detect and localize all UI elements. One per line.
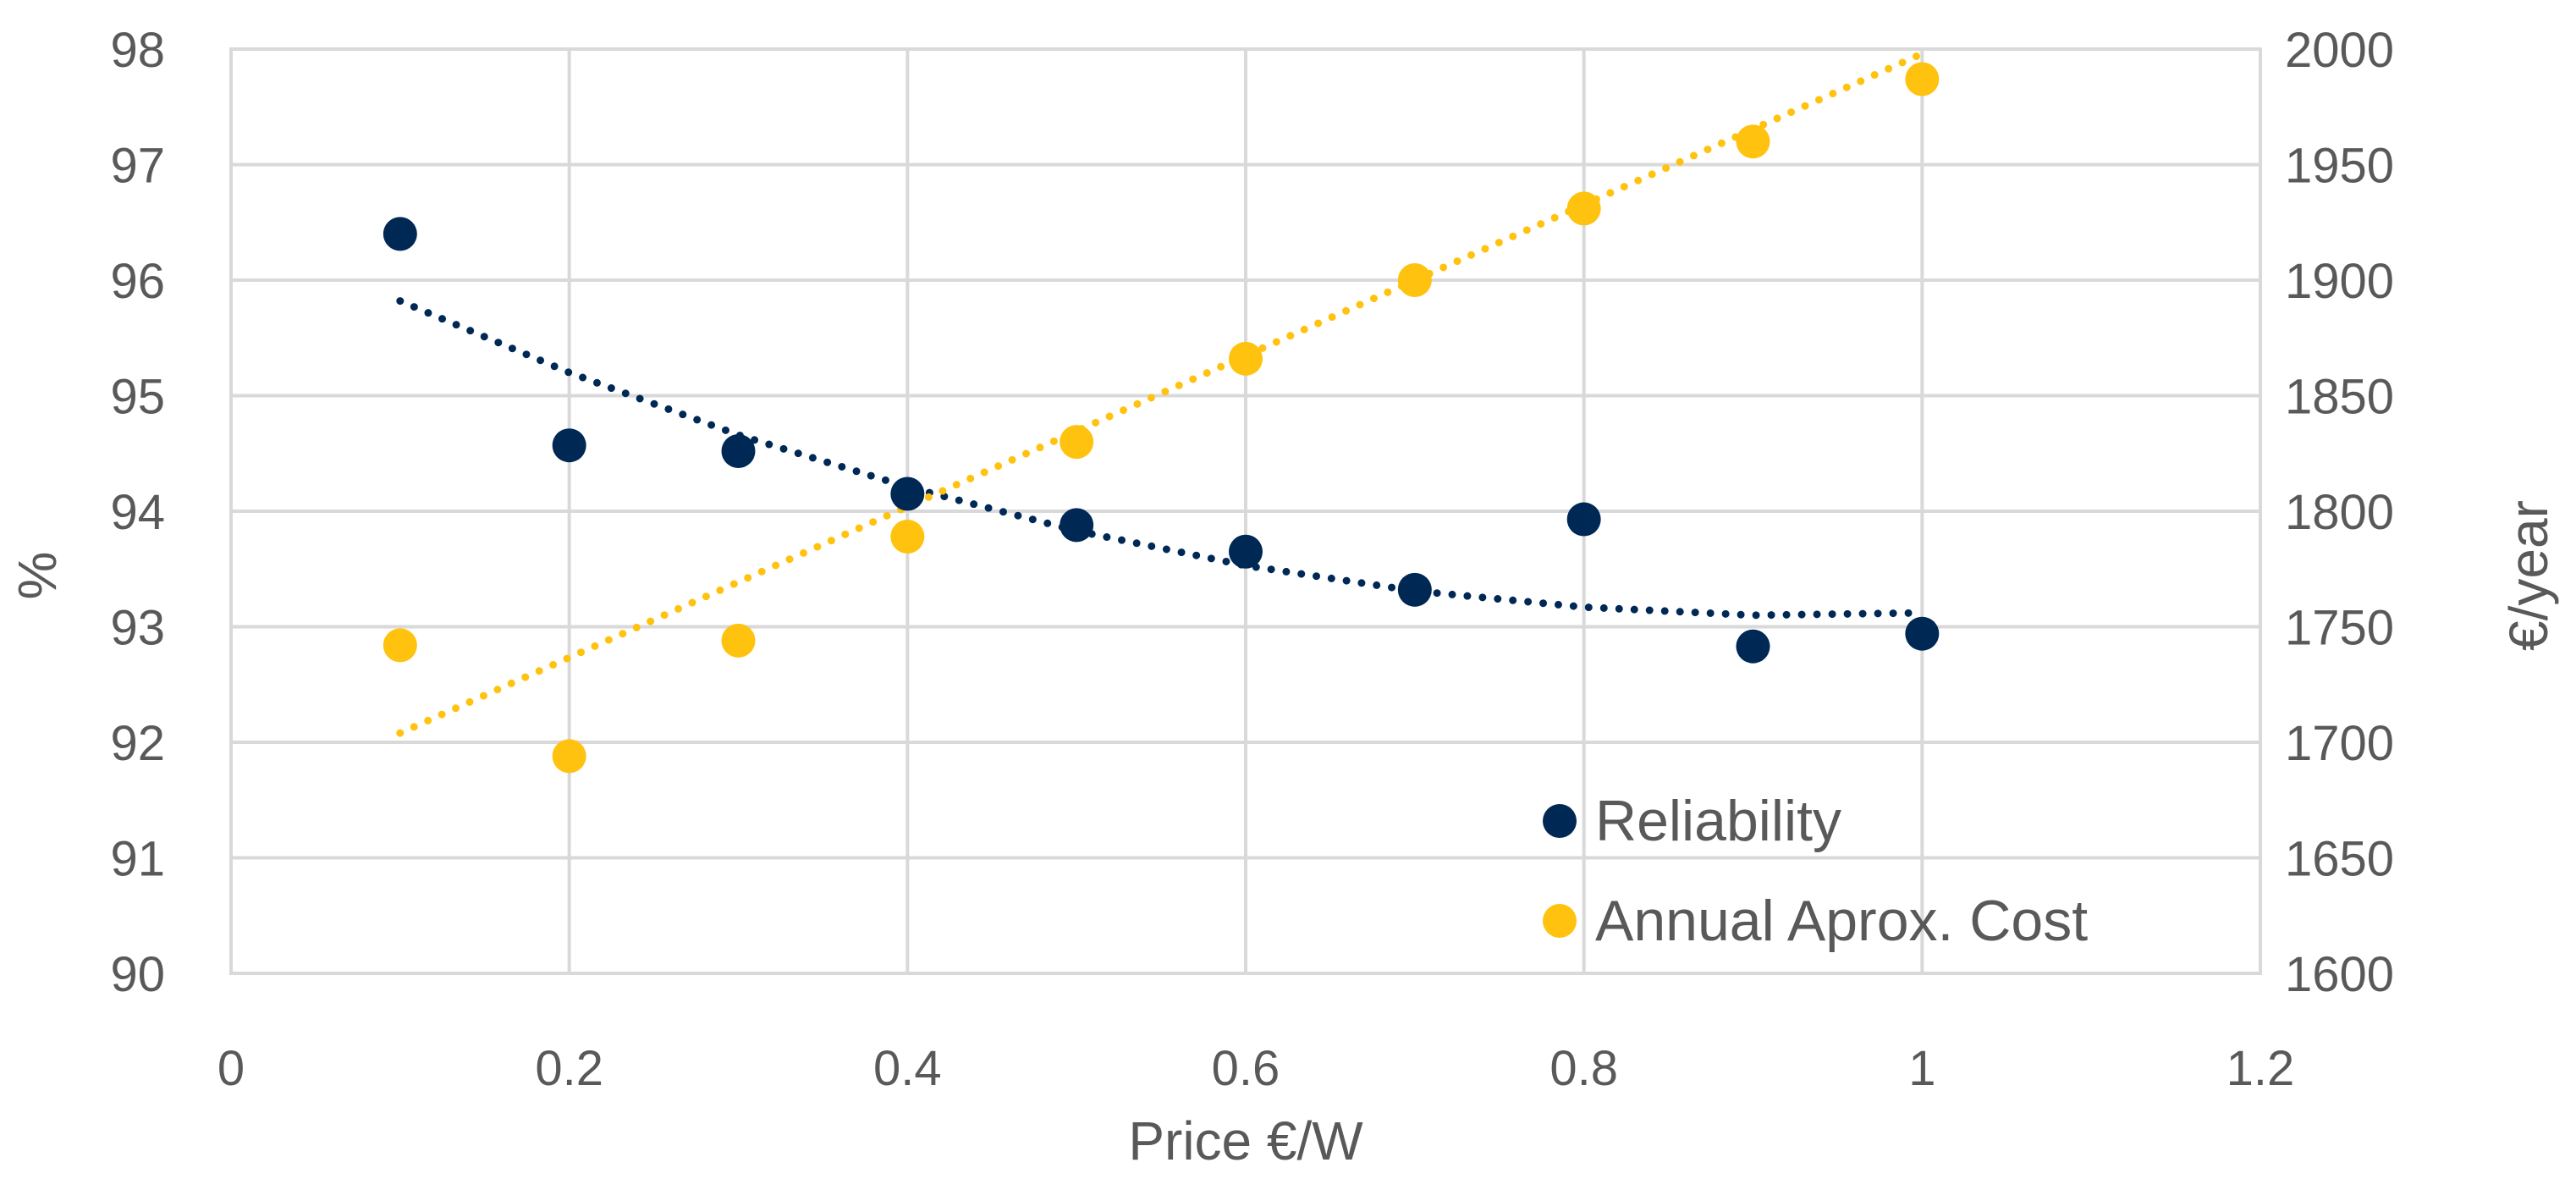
y-axis-ticks: 90 91 92 93 94 95 96 97 98 (110, 23, 165, 1002)
point-reliability-4 (1060, 508, 1094, 543)
y2-tick-label-0: 1600 (2285, 947, 2394, 1002)
y-tick-label-6: 96 (110, 254, 165, 309)
point-annual-aprox-cost-2 (721, 623, 756, 658)
point-reliability-5 (1229, 534, 1263, 569)
trendline-reliability (396, 297, 1926, 620)
y-tick-label-3: 93 (110, 601, 165, 656)
legend-label-reliability: Reliability (1595, 789, 1841, 853)
legend-item-reliability: Reliability (1543, 789, 1841, 853)
trendline-annual-aprox-cost (396, 50, 1926, 737)
legend: Reliability Annual Aprox. Cost (1543, 789, 2088, 953)
x-tick-label-0: 0 (217, 1041, 245, 1096)
point-annual-aprox-cost-8 (1736, 124, 1770, 159)
x-axis-ticks: 0 0.2 0.4 0.6 0.8 1 1.2 (217, 1041, 2294, 1096)
x-tick-label-3: 0.6 (1212, 1041, 1280, 1096)
point-reliability-9 (1905, 616, 1940, 651)
point-reliability-7 (1566, 502, 1601, 537)
y2-tick-label-6: 1900 (2285, 254, 2394, 309)
x-tick-label-6: 1.2 (2226, 1041, 2295, 1096)
y-tick-label-0: 90 (110, 947, 165, 1002)
plot-border (229, 47, 2262, 975)
x-tick-label-1: 0.2 (535, 1041, 603, 1096)
point-annual-aprox-cost-3 (890, 520, 925, 554)
point-annual-aprox-cost-0 (383, 628, 417, 663)
x-tick-label-5: 1 (1908, 1041, 1935, 1096)
point-reliability-3 (890, 477, 925, 511)
point-annual-aprox-cost-6 (1397, 263, 1432, 297)
legend-item-annual-cost: Annual Aprox. Cost (1543, 889, 2088, 953)
y2-tick-label-1: 1650 (2285, 832, 2394, 887)
point-reliability-0 (383, 217, 417, 251)
y2-tick-label-5: 1850 (2285, 370, 2394, 425)
y2-tick-label-7: 1950 (2285, 139, 2394, 194)
x-axis-title: Price €/W (1128, 1110, 1363, 1171)
x-tick-label-4: 0.8 (1549, 1041, 1618, 1096)
y2-tick-label-4: 1800 (2285, 485, 2394, 540)
legend-marker-reliability (1543, 804, 1577, 838)
gridlines (229, 47, 2262, 975)
y-tick-label-2: 92 (110, 716, 165, 771)
y2-tick-label-3: 1750 (2285, 601, 2394, 656)
y2-axis-ticks: 1600 1650 1700 1750 1800 1850 1900 1950 2000 (2285, 23, 2394, 1002)
point-annual-aprox-cost-7 (1566, 191, 1601, 226)
x-tick-label-2: 0.4 (873, 1041, 942, 1096)
y2-tick-label-8: 2000 (2285, 23, 2394, 78)
y-tick-label-1: 91 (110, 832, 165, 887)
plot-area-border (229, 47, 2262, 975)
data-points (383, 62, 1940, 774)
point-annual-aprox-cost-4 (1060, 425, 1094, 460)
y-tick-label-4: 94 (110, 485, 165, 540)
legend-label-annual-cost: Annual Aprox. Cost (1595, 889, 2088, 953)
y2-tick-label-2: 1700 (2285, 716, 2394, 771)
point-annual-aprox-cost-5 (1229, 341, 1263, 376)
point-annual-aprox-cost-9 (1905, 62, 1940, 96)
y-tick-label-5: 95 (110, 370, 165, 425)
y2-axis-title: €/year (2498, 500, 2559, 651)
trendlines (396, 50, 1926, 737)
point-reliability-2 (721, 434, 756, 469)
point-annual-aprox-cost-1 (552, 739, 586, 774)
point-reliability-8 (1736, 629, 1770, 664)
legend-marker-annual-cost (1543, 904, 1577, 938)
y-tick-label-7: 97 (110, 139, 165, 194)
point-reliability-6 (1397, 572, 1432, 607)
y-tick-label-8: 98 (110, 23, 165, 78)
y-axis-title: % (7, 552, 68, 600)
point-reliability-1 (552, 428, 586, 463)
